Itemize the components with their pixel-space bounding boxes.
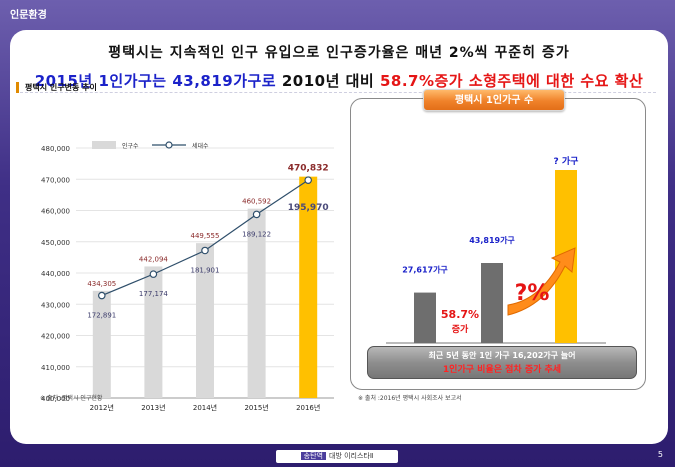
household-value-2015: 43,819가구 [469, 235, 515, 245]
household-label: 195,970 [288, 203, 329, 213]
household-value-2010: 27,617가구 [402, 265, 448, 275]
left-source-note: ※ 출처 :평택시 인구현황 [40, 395, 103, 402]
x-tick-label: 2015년 [244, 403, 268, 412]
x-tick-label: 2012년 [90, 403, 114, 412]
household-point [304, 176, 313, 184]
section-tab: 인문환경 [10, 10, 47, 21]
footer-badge: 송탄역 대방 이리스타Ⅱ [276, 450, 398, 463]
population-chart: 400,000 410,000 420,000 430,000 440,000 450,0… [41, 141, 334, 412]
page-number: 5 [657, 450, 663, 459]
subline-part3: 58.7%증가 소형주택에 대한 수요 확산 [379, 72, 644, 90]
subline: 2015년 1인가구는 43,819가구로 2010년 대비 58.7%증가 소… [10, 70, 668, 91]
headline: 평택시는 지속적인 인구 유입으로 인구증가율은 매년 2%씩 꾸준히 증가 [108, 45, 570, 61]
y-tick-label: 430,000 [41, 301, 70, 309]
y-tick-label: 480,000 [41, 145, 70, 153]
x-tick-label: 2014년 [193, 403, 217, 412]
right-chart-title: 평택시 1인가구 수 [423, 89, 565, 111]
y-tick-label: 440,000 [41, 270, 70, 278]
y-tick-label: 470,000 [41, 176, 70, 184]
subline-part2: 2010년 대비 [281, 72, 375, 90]
household-bar-2010 [414, 292, 436, 343]
y-tick-label: 420,000 [41, 333, 70, 341]
footer: 송탄역 대방 이리스타Ⅱ 5 [0, 444, 675, 467]
y-tick-label: 410,000 [41, 364, 70, 372]
right-source-note: ※ 출처 :2016년 평택시 사회조사 보고서 [358, 395, 462, 402]
household-point [98, 291, 106, 300]
legend-line-marker [165, 141, 173, 149]
population-label: 460,592 [242, 198, 271, 206]
population-label: 434,305 [87, 280, 116, 288]
population-bar [299, 176, 318, 398]
household-bar-2015 [481, 263, 503, 343]
y-tick-label: 460,000 [41, 208, 70, 216]
unknown-percent-label: ?% [515, 281, 550, 306]
increase-word-label: 증가 [452, 323, 469, 335]
x-tick-label: 2016년 [296, 403, 320, 412]
callout-line2: 1인가구 비율은 점차 증가 추세 [442, 365, 562, 375]
household-label: 172,891 [87, 312, 116, 320]
y-tick-label: 450,000 [41, 239, 70, 247]
population-label: 449,555 [191, 232, 220, 240]
household-point [201, 246, 209, 255]
legend-line-label: 세대수 [192, 142, 209, 150]
population-bar [196, 243, 214, 398]
callout-line1: 최근 5년 동안 1인 가구 16,202가구 늘어 [428, 351, 576, 360]
household-label: 189,122 [242, 230, 271, 238]
population-bar [247, 208, 266, 398]
y-tick-label: 400,000 [41, 395, 70, 403]
left-section-title: 평택시 인구변동 추이 [16, 82, 97, 93]
trend-callout: 최근 5년 동안 1인 가구 16,202가구 늘어 1인가구 비율은 점차 증… [367, 346, 637, 379]
population-label: 442,094 [139, 255, 168, 263]
footer-brand: 송탄역 [300, 452, 326, 460]
legend-bar-swatch [92, 141, 116, 149]
household-point [252, 210, 261, 219]
household-value-2020: ? 가구 [554, 155, 579, 167]
household-label: 181,901 [191, 266, 220, 274]
x-tick-label: 2013년 [141, 403, 165, 412]
population-bar [144, 266, 163, 398]
population-label: 470,832 [288, 164, 329, 174]
household-point [149, 270, 158, 278]
divider [20, 92, 656, 93]
growth-arrow [507, 247, 576, 316]
legend-bar-label: 인구수 [122, 143, 139, 150]
population-bar [92, 290, 111, 398]
increase-percent-label: 58.7% [441, 308, 479, 321]
subline-part1: 2015년 1인가구는 43,819가구로 [34, 72, 277, 90]
footer-title: 대방 이리스타Ⅱ [329, 452, 374, 460]
household-label: 177,174 [139, 290, 168, 298]
